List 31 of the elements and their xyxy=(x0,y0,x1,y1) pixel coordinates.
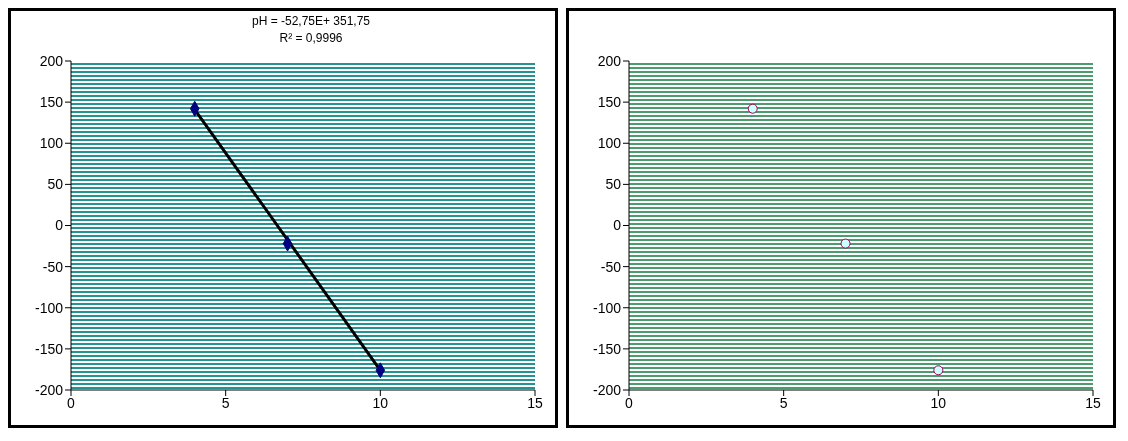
y-tick-label: 50 xyxy=(47,176,64,193)
y-tick-label: 0 xyxy=(613,217,622,234)
text: R² = 0,9996 xyxy=(279,31,343,45)
point xyxy=(933,365,944,376)
y-tick-label: -100 xyxy=(34,299,64,316)
x-tick-label: 15 xyxy=(527,394,543,411)
y-tick-label: -50 xyxy=(600,258,622,275)
y-tick-label: -50 xyxy=(42,258,64,275)
x-tick-label: 5 xyxy=(221,394,230,411)
y-tick-label: 150 xyxy=(597,94,622,111)
y-tick-label: -150 xyxy=(34,340,64,357)
y-tick-label: -200 xyxy=(592,381,622,398)
y-tick-label: 0 xyxy=(55,217,64,234)
x-tick-label: 10 xyxy=(372,394,389,411)
y-tick-label: 100 xyxy=(597,135,622,152)
y-tick-label: -150 xyxy=(592,340,622,357)
x-tick-label: 15 xyxy=(1085,394,1101,411)
x-tick-label: 10 xyxy=(930,394,947,411)
point xyxy=(747,103,758,114)
y-tick-label: 150 xyxy=(39,94,64,111)
x-tick-label: 0 xyxy=(67,394,76,411)
y-tick-label: -100 xyxy=(592,299,622,316)
text: pH = -52,75E+ 351,75 xyxy=(251,14,371,28)
y-tick-label: 200 xyxy=(39,52,64,69)
x-tick-label: 5 xyxy=(779,394,788,411)
y-tick-label: 200 xyxy=(597,52,622,69)
x-tick-label: 0 xyxy=(625,394,634,411)
y-tick-label: -200 xyxy=(34,381,64,398)
point xyxy=(840,238,851,249)
y-tick-label: 50 xyxy=(605,176,622,193)
y-tick-label: 100 xyxy=(39,135,64,152)
